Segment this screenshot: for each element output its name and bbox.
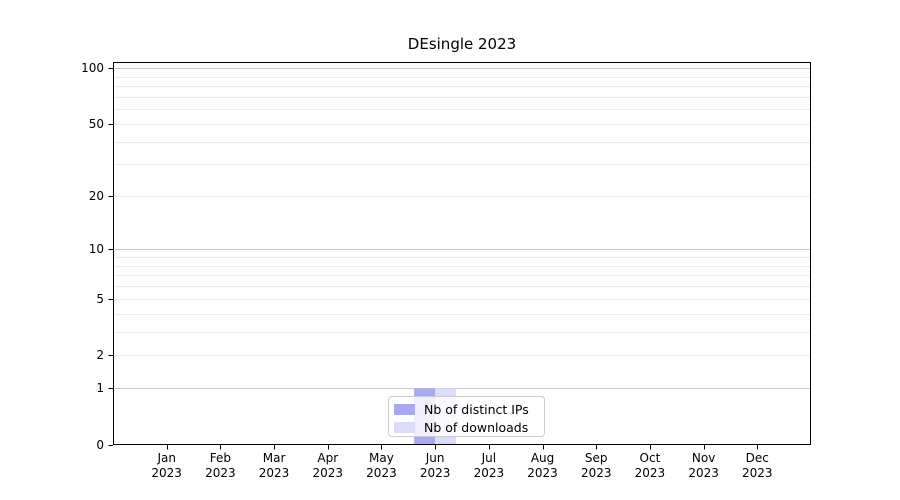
x-tick-year: 2023 (366, 466, 397, 480)
y-tick-label: 50 (88, 116, 104, 131)
x-tick-year: 2023 (473, 466, 505, 480)
legend-label-downloads: Nb of downloads (424, 420, 529, 435)
x-tick-label-oct: Oct 2023 (610, 451, 690, 481)
x-tick-year: 2023 (580, 466, 612, 480)
x-tick-label-feb: Feb 2023 (180, 451, 260, 481)
x-tick-month: May (369, 451, 394, 465)
x-tick-year: 2023 (527, 466, 558, 480)
y-tick-label: 0 (96, 438, 104, 452)
x-tick-month: Dec (745, 451, 769, 465)
y-tick-label: 20 (88, 189, 104, 204)
legend-swatch-distinct-ips (394, 404, 415, 415)
x-tick-label-nov: Nov 2023 (664, 451, 744, 481)
x-tick-month: Oct (639, 451, 661, 465)
legend-swatch-downloads (394, 422, 415, 433)
y-tick-label: 100 (81, 61, 104, 75)
y-tick-label: 1 (96, 381, 104, 396)
x-tick-month: Jun (425, 451, 445, 465)
x-tick-label-jun: Jun 2023 (395, 451, 475, 481)
x-tick-month: Sep (584, 451, 608, 465)
x-tick-year: 2023 (688, 466, 719, 480)
legend-entry-downloads: Nb of downloads (394, 419, 544, 436)
x-tick-label-mar: Mar 2023 (234, 451, 314, 481)
x-tick-year: 2023 (634, 466, 666, 480)
x-tick-year: 2023 (258, 466, 290, 480)
plot-border (113, 62, 811, 445)
x-tick-label-may: May 2023 (341, 451, 421, 481)
x-tick-month: Jul (481, 451, 497, 465)
y-tick-label: 10 (88, 242, 104, 257)
x-tick-label-dec: Dec 2023 (717, 451, 797, 481)
x-tick-label-sep: Sep 2023 (556, 451, 636, 481)
legend-label-distinct-ips: Nb of distinct IPs (424, 402, 529, 417)
chart-title: DEsingle 2023 (407, 35, 517, 53)
x-tick-month: Aug (530, 451, 555, 465)
x-tick-label-jan: Jan 2023 (127, 451, 207, 481)
plot-background (113, 62, 811, 445)
y-tick-label: 2 (96, 348, 104, 363)
x-tick-year: 2023 (151, 466, 182, 480)
x-tick-label-jul: Jul 2023 (449, 451, 529, 481)
legend: Nb of distinct IPs Nb of downloads (388, 396, 545, 437)
x-tick-year: 2023 (419, 466, 451, 480)
x-tick-year: 2023 (205, 466, 236, 480)
x-tick-month: Feb (209, 451, 231, 465)
x-tick-label-apr: Apr 2023 (288, 451, 368, 481)
x-tick-year: 2023 (312, 466, 344, 480)
x-tick-month: Nov (691, 451, 716, 465)
x-tick-year: 2023 (742, 466, 773, 480)
legend-entry-distinct-ips: Nb of distinct IPs (394, 401, 544, 418)
x-tick-month: Apr (317, 451, 339, 465)
y-tick-label: 5 (96, 291, 104, 306)
x-tick-month: Jan (157, 451, 176, 465)
x-tick-month: Mar (262, 451, 286, 465)
x-tick-label-aug: Aug 2023 (503, 451, 583, 481)
